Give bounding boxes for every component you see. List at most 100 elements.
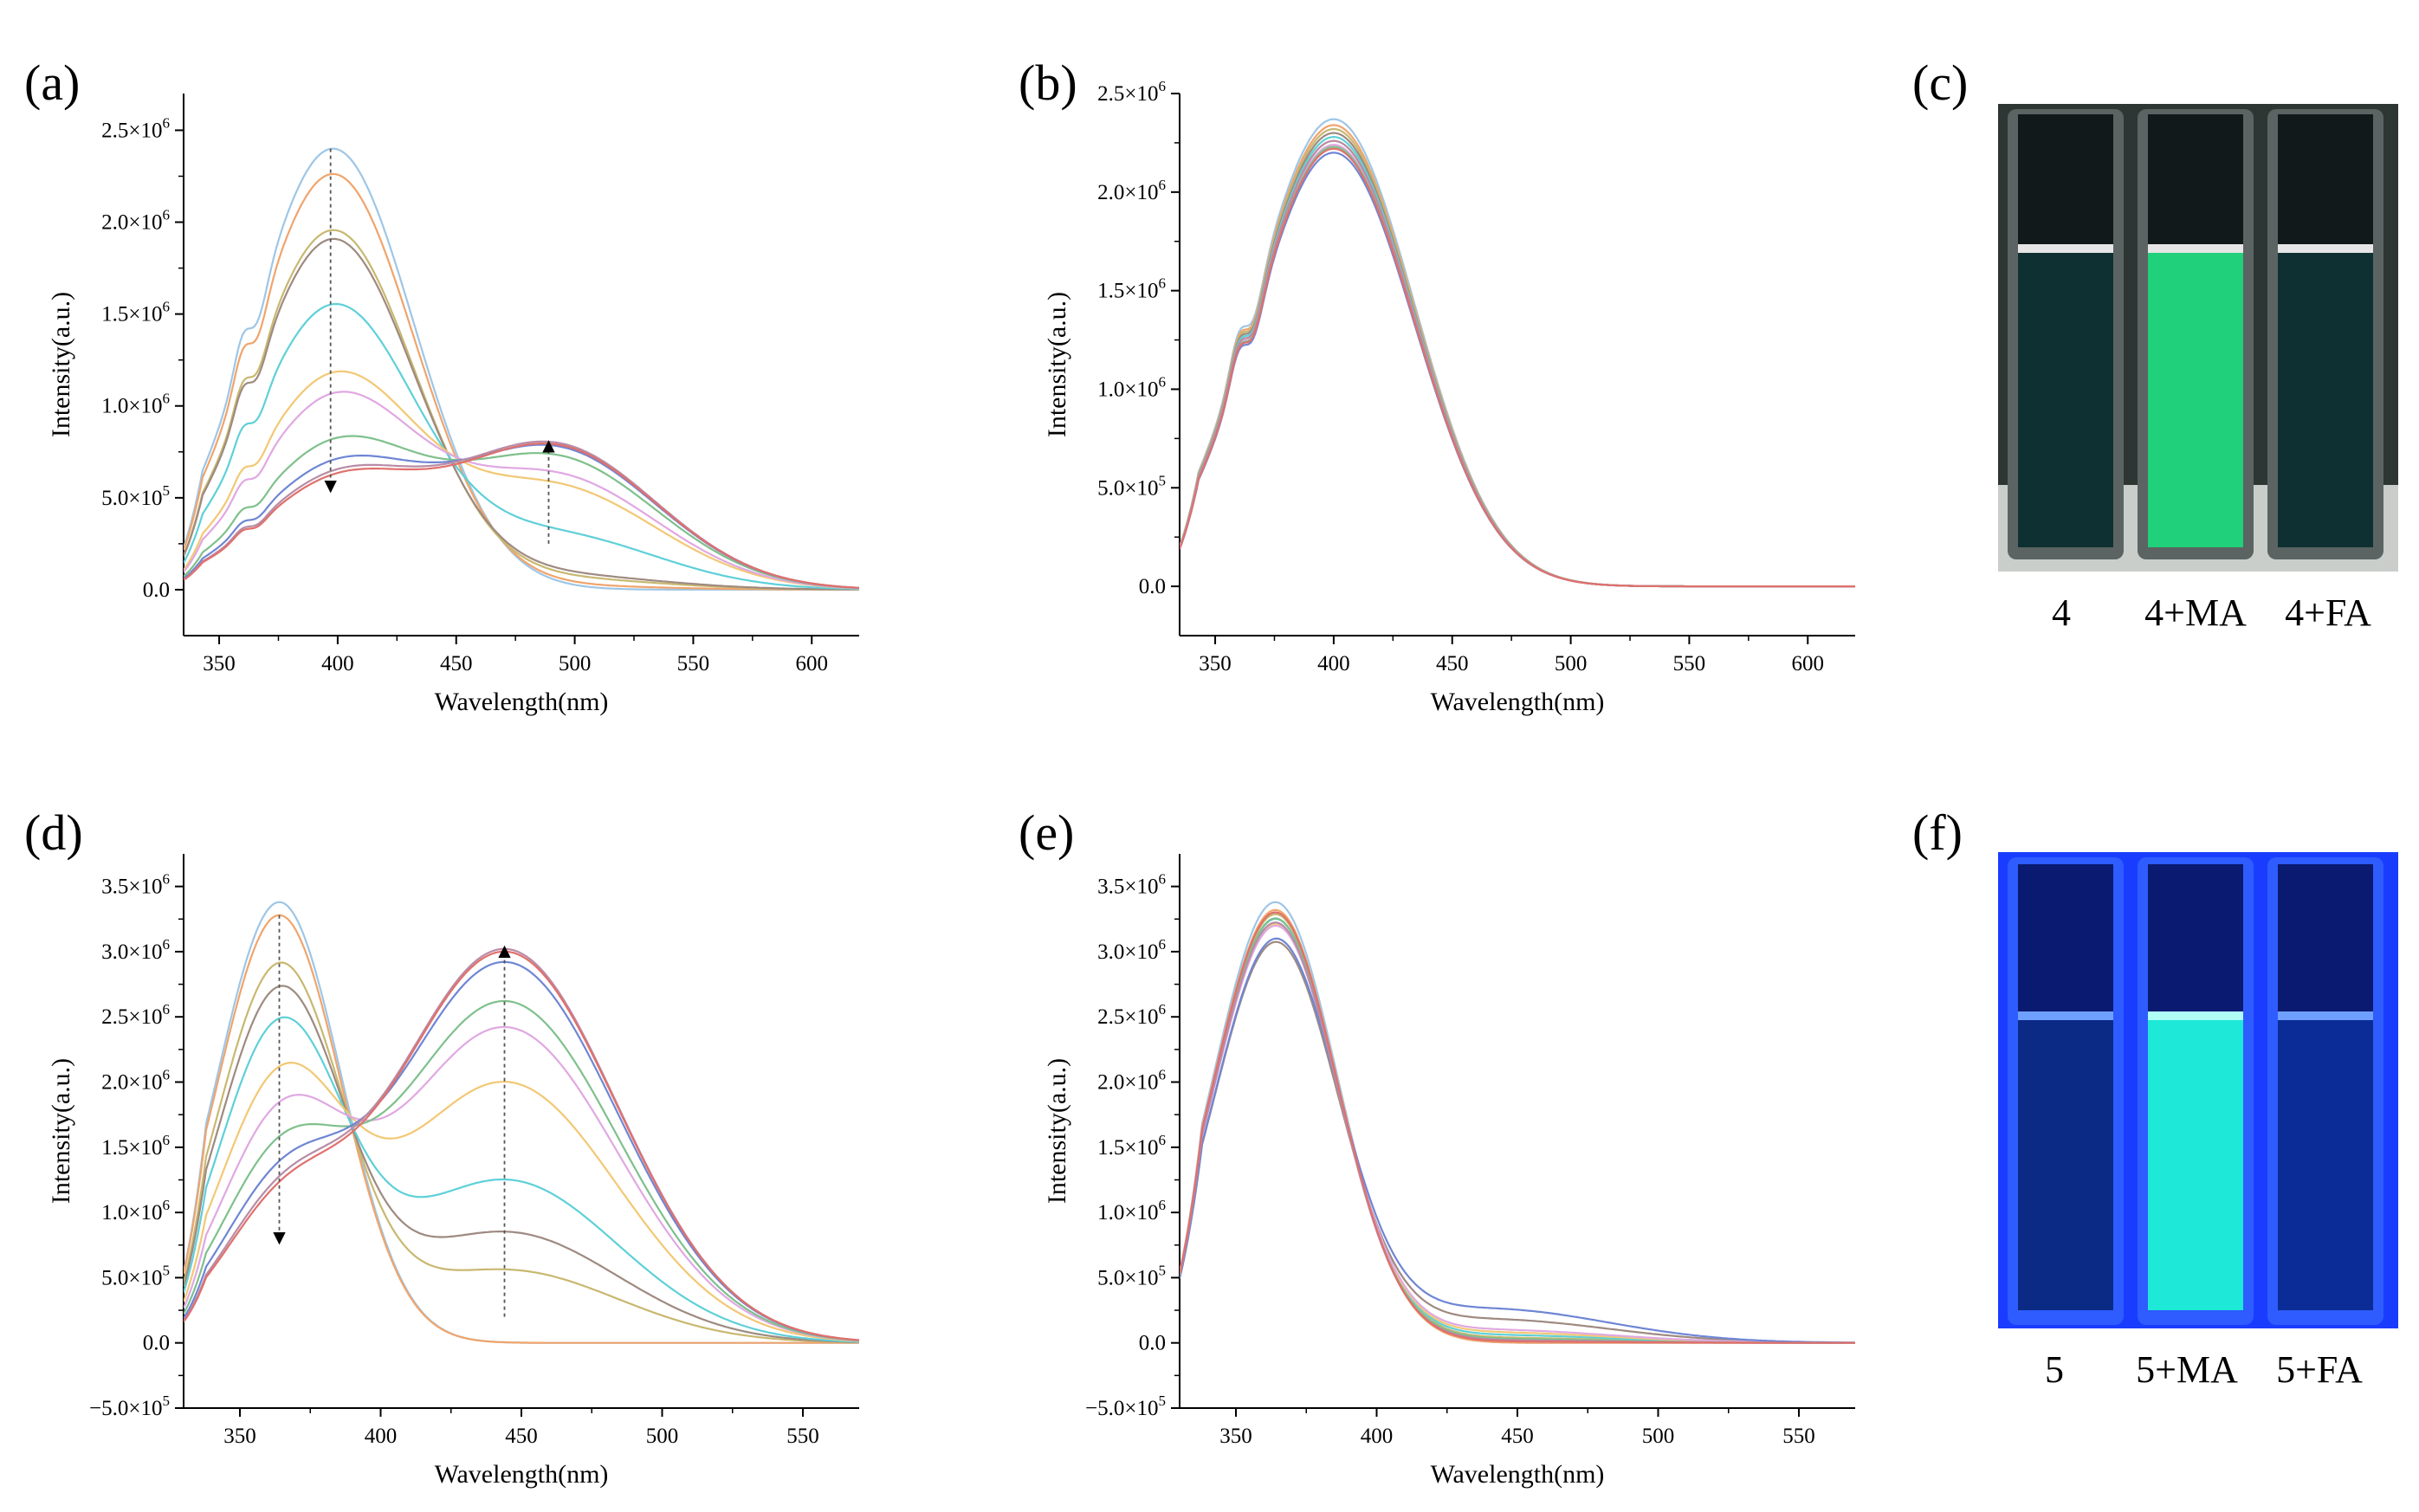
y-tick-label: 0.0	[1139, 1332, 1166, 1355]
y-tick-label: 2.5×106	[101, 114, 170, 142]
chart-d: 350 400 450 500 550 −5.0×105 0.0 5.0×105 1.0×106…	[47, 854, 859, 1489]
series-line-5	[1180, 922, 1855, 1344]
cuvette-f-3	[2267, 857, 2383, 1325]
cuvette-f-1	[2008, 857, 2124, 1325]
series-line-1	[1180, 908, 1855, 1344]
x-tick-label: 500	[1642, 1425, 1675, 1448]
y-tick-label: 2.5×106	[1097, 1001, 1166, 1029]
chart-e: 350 400 450 500 550 −5.0×105 0.0 5.0×105 1.0×106…	[1043, 854, 1855, 1489]
y-tick-label: 0.0	[1139, 575, 1166, 598]
y-tick-label: 0.0	[143, 1332, 170, 1355]
series-group	[1180, 901, 1855, 1344]
series-line-10	[1180, 911, 1855, 1344]
series-line-1	[184, 914, 859, 1344]
y-axis-label: Intensity(a.u.)	[47, 292, 75, 437]
y-tick-label: 1.5×106	[1097, 275, 1166, 303]
y-axis-label: Intensity(a.u.)	[1043, 292, 1071, 437]
series-line-3	[1180, 132, 1855, 588]
series-line-4	[184, 302, 859, 591]
y-tick-label: −5.0×105	[1085, 1392, 1166, 1420]
series-line-4	[1180, 135, 1855, 588]
series-group	[184, 901, 859, 1344]
series-line-9	[184, 947, 859, 1341]
y-tick-label: 2.5×106	[1097, 78, 1166, 106]
series-line-1	[184, 172, 859, 591]
y-tick-label: 1.5×106	[101, 299, 170, 326]
y-tick-label: 0.0	[143, 578, 170, 602]
y-tick-label: 2.0×106	[1097, 177, 1166, 204]
series-line-0	[1180, 118, 1855, 588]
y-tick-label: 1.0×106	[101, 391, 170, 418]
cuvette-c-2	[2138, 109, 2254, 559]
y-tick-label: 1.5×106	[101, 1132, 170, 1160]
x-axis-label: Wavelength(nm)	[435, 1460, 609, 1489]
y-tick-label: 5.0×105	[1097, 1262, 1166, 1289]
photo-f	[1998, 852, 2398, 1328]
y-tick-label: 3.5×106	[1097, 871, 1166, 899]
x-tick-label: 550	[786, 1425, 819, 1448]
y-tick-label: 3.0×106	[101, 936, 170, 964]
chart-b: 350 400 450 500 550 600 0.0 5.0×105 1.0×106 1.5×1…	[1043, 78, 1855, 716]
x-tick-label: 600	[796, 652, 829, 675]
x-tick-label: 450	[1436, 652, 1469, 675]
series-line-0	[184, 901, 859, 1344]
series-line-10	[1180, 147, 1855, 588]
series-line-2	[1180, 913, 1855, 1344]
x-tick-label: 450	[440, 652, 473, 675]
y-tick-label: 5.0×105	[1097, 472, 1166, 500]
y-tick-label: 3.0×106	[1097, 936, 1166, 964]
caption-f-2: 5+MA	[2136, 1348, 2238, 1391]
caption-f-3: 5+FA	[2276, 1348, 2363, 1391]
x-axis-label: Wavelength(nm)	[1431, 688, 1605, 716]
y-tick-label: −5.0×105	[89, 1392, 170, 1420]
series-line-8	[1180, 937, 1855, 1344]
x-tick-label: 600	[1792, 652, 1825, 675]
series-line-5	[184, 370, 859, 590]
chart-a: 350 400 450 500 550 600 0.0 5.0×105 1.0×106 1.5×1…	[47, 94, 859, 716]
y-tick-label: 2.0×106	[101, 207, 170, 235]
y-tick-label: 1.0×106	[101, 1197, 170, 1224]
x-tick-label: 350	[203, 652, 236, 675]
caption-f-1: 5	[2045, 1348, 2064, 1391]
y-tick-label: 5.0×105	[101, 1262, 170, 1289]
x-tick-label: 350	[1219, 1425, 1252, 1448]
y-tick-label: 2.5×106	[101, 1001, 170, 1029]
series-line-9	[184, 440, 859, 589]
x-tick-label: 500	[559, 652, 592, 675]
photo-c	[1998, 104, 2398, 572]
panel-label-e: (e)	[1019, 804, 1075, 861]
series-line-3	[184, 985, 859, 1343]
x-tick-label: 500	[1555, 652, 1588, 675]
y-tick-label: 1.0×106	[1097, 373, 1166, 401]
series-line-6	[1180, 924, 1855, 1344]
x-tick-label: 450	[1501, 1425, 1534, 1448]
x-tick-label: 350	[223, 1425, 256, 1448]
panel-label-c: (c)	[1912, 55, 1969, 111]
y-tick-label: 2.0×106	[101, 1067, 170, 1095]
series-line-4	[184, 1016, 859, 1343]
series-line-7	[1180, 917, 1855, 1344]
panel-label-f: (f)	[1912, 804, 1963, 861]
x-tick-label: 550	[1782, 1425, 1815, 1448]
y-tick-label: 2.0×106	[1097, 1067, 1166, 1095]
series-line-3	[184, 237, 859, 591]
x-axis-label: Wavelength(nm)	[435, 688, 609, 716]
series-line-2	[184, 961, 859, 1344]
series-line-0	[1180, 901, 1855, 1344]
y-tick-label: 3.5×106	[101, 871, 170, 899]
caption-c-1: 4	[2052, 591, 2071, 634]
series-line-7	[184, 999, 859, 1341]
x-tick-label: 550	[1673, 652, 1706, 675]
y-axis-label: Intensity(a.u.)	[1043, 1058, 1071, 1204]
series-line-0	[184, 147, 859, 591]
x-tick-label: 500	[646, 1425, 679, 1448]
x-tick-label: 400	[1317, 652, 1350, 675]
series-line-5	[184, 1061, 859, 1342]
series-line-9	[1180, 921, 1855, 1344]
series-line-8	[184, 960, 859, 1341]
series-line-6	[184, 391, 859, 590]
caption-c-2: 4+MA	[2144, 591, 2247, 634]
series-line-2	[1180, 127, 1855, 588]
panel-label-d: (d)	[24, 804, 83, 861]
